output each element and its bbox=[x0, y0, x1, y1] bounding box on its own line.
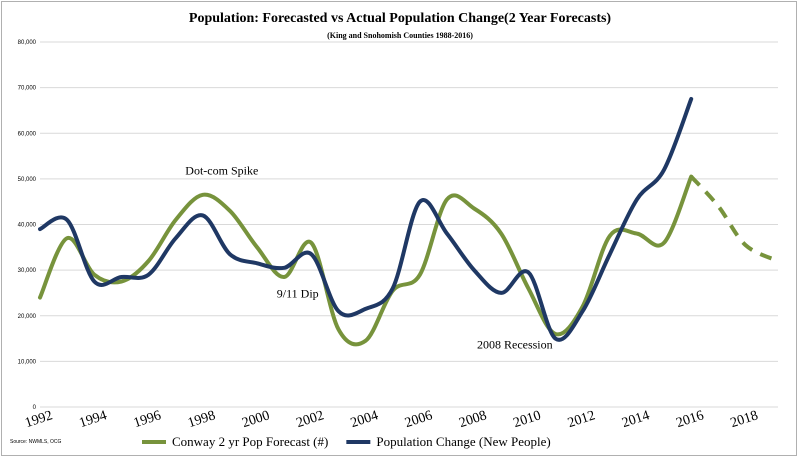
annotations: Dot-com Spike 9/11 Dip 2008 Recession bbox=[185, 163, 552, 351]
x-tick-label: 1996 bbox=[132, 408, 163, 431]
series-lines bbox=[38, 97, 779, 347]
forecast-series-line bbox=[38, 174, 694, 347]
forecast-projection-line bbox=[689, 175, 779, 263]
x-tick-label: 1992 bbox=[23, 408, 54, 431]
x-tick-label: 2014 bbox=[620, 408, 651, 431]
x-tick-label: 2006 bbox=[403, 408, 434, 431]
y-tick-label: 0 bbox=[33, 405, 37, 411]
y-tick-label: 80,000 bbox=[18, 40, 37, 46]
x-tick-label: 1998 bbox=[186, 408, 217, 431]
x-tick-label: 2016 bbox=[674, 408, 705, 431]
x-tick-label: 2004 bbox=[349, 408, 380, 431]
annotation-label: Dot-com Spike bbox=[185, 163, 258, 177]
x-tick-label: 2008 bbox=[457, 408, 488, 431]
x-tick-label: 2012 bbox=[566, 408, 597, 431]
y-tick-label: 70,000 bbox=[18, 86, 37, 92]
y-tick-label: 40,000 bbox=[18, 223, 37, 229]
x-tick-label: 2002 bbox=[295, 408, 326, 431]
x-tick-label: 1994 bbox=[78, 408, 109, 431]
legend-label: Conway 2 yr Pop Forecast (#) bbox=[172, 434, 328, 449]
x-axis: 1992 1994 1996 1998 2000 2002 2004 2006 2008 2010… bbox=[23, 408, 760, 431]
y-tick-label: 30,000 bbox=[18, 268, 37, 274]
legend-label: Population Change (New People) bbox=[376, 434, 550, 449]
y-tick-label: 10,000 bbox=[18, 359, 37, 365]
actual-series-line bbox=[38, 97, 694, 342]
chart-title: Population: Forecasted vs Actual Populat… bbox=[189, 11, 612, 26]
x-tick-label: 2018 bbox=[729, 408, 760, 431]
y-tick-label: 20,000 bbox=[18, 314, 37, 320]
legend: Conway 2 yr Pop Forecast (#) Population C… bbox=[142, 434, 551, 449]
x-tick-label: 2000 bbox=[240, 408, 271, 431]
y-tick-label: 50,000 bbox=[18, 177, 37, 183]
x-tick-label: 2010 bbox=[512, 408, 543, 431]
y-axis: 0 10,000 20,000 30,000 40,000 50,000 60,000 70,… bbox=[18, 40, 37, 411]
chart-subtitle: (King and Snohomish Counties 1988-2016) bbox=[327, 31, 473, 40]
annotation-label: 9/11 Dip bbox=[277, 287, 319, 301]
annotation-label: 2008 Recession bbox=[477, 338, 553, 352]
y-tick-label: 60,000 bbox=[18, 131, 37, 137]
source-note: Source: NWMLS, OCG bbox=[10, 439, 62, 445]
